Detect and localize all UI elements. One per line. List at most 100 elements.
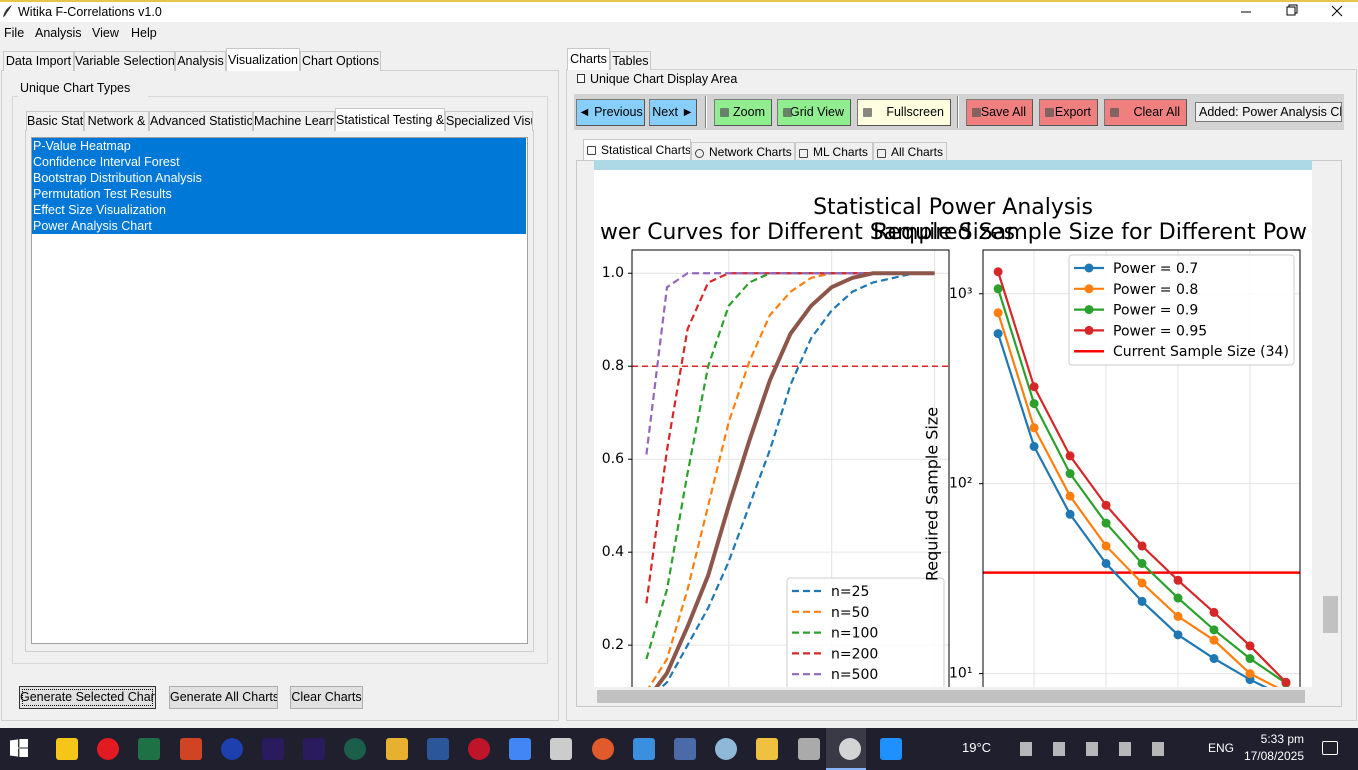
tab[interactable]: Chart Options <box>300 51 381 71</box>
data-point <box>1029 399 1039 409</box>
legend-label: n=25 <box>831 584 869 600</box>
plot-area <box>632 271 949 687</box>
axes-frame <box>631 249 950 687</box>
taskbar-icon[interactable] <box>56 738 78 760</box>
notification-icon[interactable] <box>1322 741 1338 755</box>
button[interactable]: Clear Charts <box>290 686 363 709</box>
y-tick-label: 0.4 <box>602 544 624 560</box>
button[interactable]: Generate Selected Charts <box>19 686 156 709</box>
sub-tab[interactable]: Statistical Testing & <box>335 108 445 131</box>
taskbar-icon[interactable] <box>385 738 408 760</box>
taskbar-icon[interactable] <box>426 738 449 760</box>
taskbar-icon[interactable] <box>509 738 532 760</box>
restore-icon-back <box>1288 4 1298 14</box>
group-frame <box>12 96 548 664</box>
data-point <box>1065 469 1075 479</box>
taskbar-icon[interactable] <box>797 738 820 760</box>
taskbar-icon[interactable] <box>591 738 614 760</box>
list-item[interactable]: Power Analysis Chart <box>32 218 526 234</box>
tab[interactable]: Charts <box>567 48 610 70</box>
button-icon <box>1045 108 1054 117</box>
legend-label: Power = 0.7 <box>1113 261 1198 277</box>
y-tick-label: 10³ <box>949 286 972 302</box>
taskbar-icon[interactable] <box>838 738 861 760</box>
tab[interactable]: Visualization <box>226 48 300 71</box>
legend-label: Power = 0.8 <box>1113 282 1198 298</box>
series-line <box>660 272 935 687</box>
taskbar-icon[interactable] <box>756 738 779 760</box>
chart-title: wer Curves for Different Sample Sizes <box>600 220 1015 245</box>
sub-tab[interactable]: Network & <box>84 111 149 131</box>
taskbar-icon[interactable] <box>97 738 120 760</box>
data-point <box>1029 382 1039 392</box>
close-icon <box>1331 5 1343 17</box>
app-icon <box>3 5 12 17</box>
data-point <box>1029 441 1039 451</box>
list-item[interactable]: Confidence Interval Forest <box>32 154 526 170</box>
y-tick-label: 0.8 <box>602 358 624 374</box>
menu-item[interactable]: Help <box>131 26 157 40</box>
chart-tab[interactable]: Statistical Charts <box>583 139 691 161</box>
chart-tab[interactable]: ML Charts <box>795 142 873 161</box>
taskbar-icon[interactable] <box>179 738 202 760</box>
chart-tab-icon <box>587 146 596 155</box>
tab[interactable]: Variable Selection <box>74 51 175 71</box>
taskbar-icon[interactable] <box>468 738 490 760</box>
taskbar-icon[interactable] <box>880 738 902 760</box>
list-item[interactable]: Permutation Test Results <box>32 186 526 202</box>
y-tick-label: 1.0 <box>602 265 624 281</box>
taskbar-icon[interactable] <box>303 738 326 760</box>
taskbar-icon[interactable] <box>220 738 243 760</box>
sub-tab[interactable]: Basic Stat <box>26 111 84 131</box>
sub-tab[interactable]: Specialized Visu <box>445 111 533 131</box>
list-item[interactable]: Bootstrap Distribution Analysis <box>32 170 526 186</box>
tab[interactable]: Analysis <box>175 51 226 71</box>
toolbar-button[interactable]: Next ► <box>649 99 697 126</box>
data-point <box>1101 518 1111 528</box>
taskbar-icon[interactable] <box>344 738 367 760</box>
start-button[interactable] <box>10 739 28 757</box>
data-point <box>1173 593 1183 603</box>
button[interactable]: Generate All Charts <box>169 686 278 709</box>
data-point <box>1245 654 1255 664</box>
data-point <box>1137 558 1147 568</box>
taskbar-icon[interactable] <box>674 738 696 760</box>
toolbar-button[interactable]: ◄ Previous <box>576 99 645 126</box>
axes-frame <box>982 249 1301 687</box>
sub-tab[interactable]: Machine Learr <box>253 111 335 131</box>
taskbar-icon[interactable] <box>138 738 161 760</box>
data-point <box>1137 578 1147 588</box>
data-point <box>1137 596 1147 606</box>
tab[interactable]: Data Import <box>3 51 74 71</box>
button-icon <box>863 108 872 117</box>
toolbar-separator <box>957 96 959 128</box>
data-point <box>1173 630 1183 640</box>
top-strip <box>594 160 1312 170</box>
toolbar-button[interactable]: Fullscreen <box>857 99 951 126</box>
menu-item[interactable]: File <box>4 26 25 40</box>
taskbar-icon[interactable] <box>632 738 655 760</box>
chart-tab[interactable]: Network Charts <box>691 142 795 161</box>
taskbar-icon[interactable] <box>262 738 284 760</box>
data-point <box>1173 611 1183 621</box>
restore-icon[interactable] <box>1286 6 1296 16</box>
taskbar-icon[interactable] <box>715 738 738 760</box>
tab[interactable]: Tables <box>610 51 651 70</box>
y-tick-label: 10¹ <box>949 666 972 682</box>
list-item[interactable]: Effect Size Visualization <box>32 202 526 218</box>
chart-tab[interactable]: All Charts <box>873 142 947 161</box>
sub-tab[interactable]: Advanced Statistic <box>149 111 253 131</box>
button-icon <box>1110 108 1119 117</box>
group-title: Unique Chart Types <box>18 80 148 97</box>
menu-item[interactable]: View <box>92 26 119 40</box>
data-point <box>1137 541 1147 551</box>
legend-marker <box>1084 263 1094 273</box>
taskbar-icon[interactable] <box>550 738 573 760</box>
list-item[interactable]: P-Value Heatmap <box>32 138 526 154</box>
data-point <box>1101 500 1111 510</box>
menu-item[interactable]: Analysis <box>35 26 82 40</box>
data-point <box>1029 423 1039 433</box>
series-line <box>654 271 935 687</box>
